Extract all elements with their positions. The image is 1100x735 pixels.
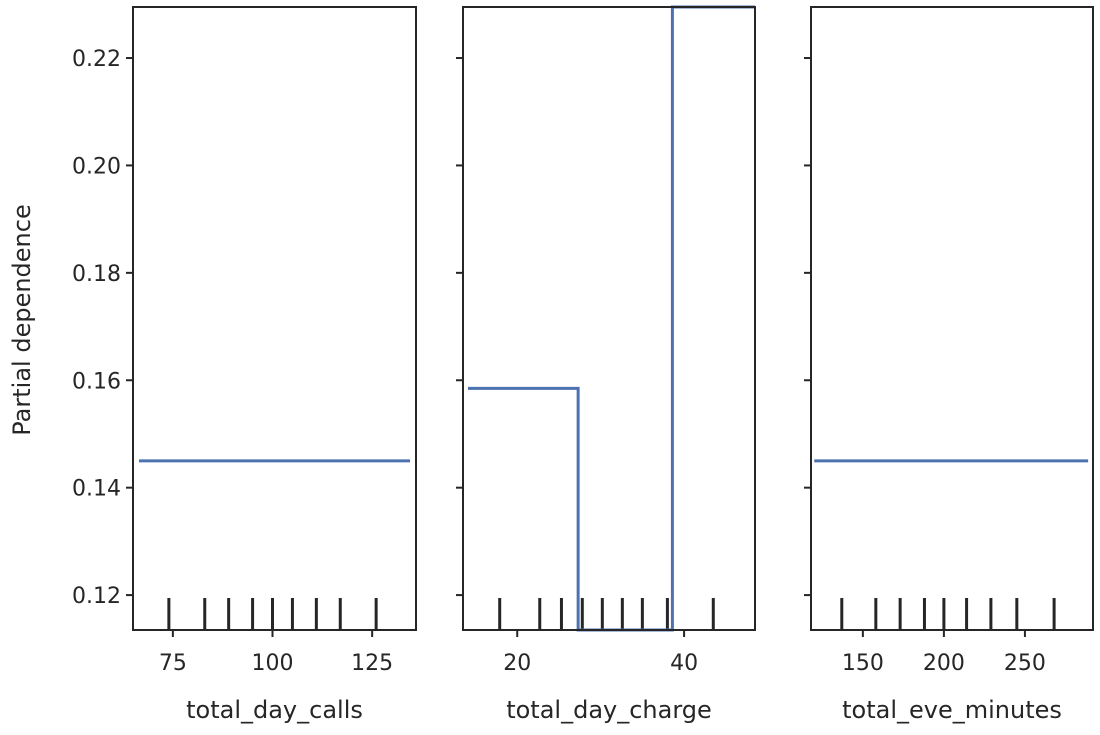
- x-tick-label: 75: [159, 651, 187, 676]
- y-tick-label: 0.18: [72, 262, 121, 287]
- panel-3: 150 200 250 total_eve_minutes: [804, 6, 1094, 724]
- y-tick-label: 0.20: [72, 154, 121, 179]
- panel-2: 20 40 total_day_charge: [456, 5, 756, 724]
- pd-line: [468, 5, 755, 632]
- y-axis-label: Partial dependence: [8, 204, 36, 435]
- x-tick-label: 250: [1004, 651, 1046, 676]
- x-tick-label: 20: [503, 651, 531, 676]
- axes-frame: [810, 6, 1094, 631]
- axes-frame: [132, 6, 417, 631]
- panel-1: 0.12 0.14 0.16 0.18 0.20 0.22 75 100 125 total_da…: [72, 6, 417, 724]
- x-tick-label: 125: [351, 651, 393, 676]
- x-tick-label: 200: [923, 651, 965, 676]
- x-axis-label: total_day_charge: [506, 696, 712, 724]
- y-tick-label: 0.14: [72, 477, 121, 502]
- panels: 0.12 0.14 0.16 0.18 0.20 0.22 75 100 125 total_da…: [72, 5, 1094, 724]
- x-tick-label: 150: [842, 651, 884, 676]
- y-tick-label: 0.22: [72, 47, 121, 72]
- axes-frame: [462, 6, 756, 631]
- y-tick-label: 0.12: [72, 584, 121, 609]
- x-axis-label: total_eve_minutes: [842, 696, 1062, 724]
- y-tick-label: 0.16: [72, 369, 121, 394]
- x-tick-label: 100: [252, 651, 294, 676]
- x-axis-label: total_day_calls: [186, 696, 363, 724]
- x-tick-label: 40: [670, 651, 698, 676]
